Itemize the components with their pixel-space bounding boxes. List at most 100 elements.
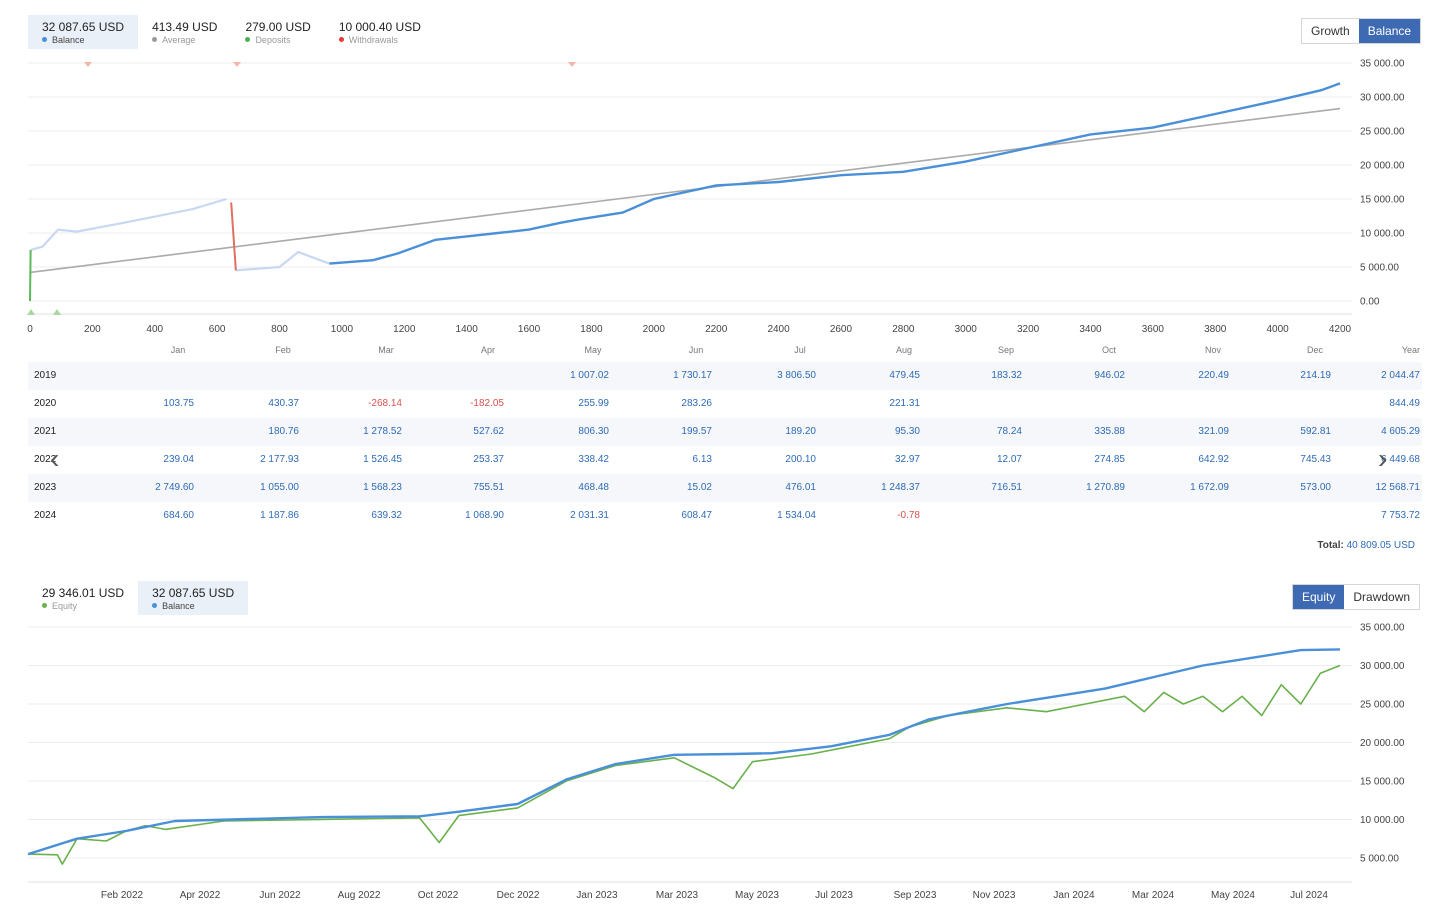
- x-tick-label: Mar 2024: [1132, 890, 1175, 901]
- month-value: 78.24: [996, 426, 1022, 437]
- month-value: 220.49: [1198, 370, 1229, 381]
- x-tick-label: 2800: [892, 324, 915, 335]
- x-tick-label: 1200: [393, 324, 416, 335]
- x-tick-label: Dec 2022: [497, 890, 540, 901]
- table-row: 2019 1 007.02 1 730.17 3 806.50 479.45 183.32…: [28, 362, 1422, 390]
- month-value: 946.02: [1094, 370, 1125, 381]
- month-value: 338.42: [578, 454, 609, 465]
- withdrawal-marker-icon[interactable]: [84, 62, 92, 67]
- x-tick-label: 3400: [1079, 324, 1102, 335]
- stat-value: 10 000.40 USD: [338, 20, 421, 34]
- month-value: 639.32: [371, 510, 402, 521]
- withdrawal-marker-icon[interactable]: [233, 62, 241, 67]
- top-stat-average[interactable]: 413.49 USD Average: [138, 15, 231, 49]
- month-value: 716.51: [991, 482, 1022, 493]
- month-value: 239.04: [163, 454, 194, 465]
- deposit-marker-icon[interactable]: [27, 309, 35, 315]
- month-value: 95.30: [894, 426, 920, 437]
- month-value: 180.76: [268, 426, 299, 437]
- withdrawal-marker-icon[interactable]: [568, 62, 576, 67]
- x-tick-label: Feb 2022: [101, 890, 144, 901]
- column-header: Jul: [794, 345, 806, 355]
- x-tick-label: 400: [146, 324, 163, 335]
- y-tick-label: 10 000.00: [1360, 229, 1405, 240]
- x-tick-label: May 2023: [735, 890, 779, 901]
- balance-line-faded: [30, 197, 227, 252]
- legend-dot-icon: [42, 603, 47, 608]
- bottom-stat-equity[interactable]: 29 346.01 USD Equity: [28, 581, 138, 615]
- month-value: 844.49: [1389, 398, 1420, 409]
- growth-button[interactable]: Growth: [1302, 19, 1359, 43]
- month-value: 221.31: [889, 398, 920, 409]
- column-header: Sep: [997, 345, 1014, 355]
- stat-label: Balance: [152, 601, 234, 612]
- column-header: Apr: [480, 345, 495, 355]
- top-legend: 32 087.65 USD Balance 413.49 USD Average 279…: [28, 15, 435, 49]
- month-value: 1 068.90: [465, 510, 504, 521]
- drawdown-button[interactable]: Drawdown: [1344, 585, 1420, 609]
- table-header-row: Jan Feb Mar Apr May Jun Jul Aug Sep Oct Nov Dec Year: [28, 340, 1422, 362]
- y-tick-label: 30 000.00: [1360, 661, 1405, 672]
- legend-dot-icon: [152, 603, 158, 608]
- top-stat-deposits[interactable]: 279.00 USD Deposits: [231, 15, 324, 49]
- x-tick-label: 3600: [1142, 324, 1165, 335]
- column-header: Dec: [1306, 345, 1323, 355]
- column-header: Year: [1401, 345, 1420, 355]
- deposit-segment: [29, 249, 32, 302]
- y-tick-label: 30 000.00: [1360, 93, 1405, 104]
- month-value: 103.75: [163, 398, 194, 409]
- monthly-returns-table: Jan Feb Mar Apr May Jun Jul Aug Sep Oct Nov Dec Year…: [28, 340, 1422, 530]
- stat-label-text: Balance: [162, 601, 195, 611]
- month-value: 189.20: [785, 426, 816, 437]
- balance-button[interactable]: Balance: [1358, 19, 1421, 43]
- row-year: 2022: [34, 454, 57, 465]
- x-tick-label: Sep 2023: [894, 890, 937, 901]
- month-value: 15.02: [686, 482, 712, 493]
- chevron-right-icon[interactable]: ›: [1378, 443, 1388, 474]
- x-tick-label: Nov 2023: [973, 890, 1016, 901]
- month-value: 3 806.50: [777, 370, 816, 381]
- equity-button[interactable]: Equity: [1293, 585, 1345, 609]
- row-year: 2019: [34, 370, 57, 381]
- column-header: Aug: [895, 345, 912, 355]
- top-stat-balance[interactable]: 32 087.65 USD Balance: [28, 15, 139, 49]
- column-header: Jun: [688, 345, 704, 355]
- x-tick-label: Jul 2024: [1290, 890, 1328, 901]
- month-value: 255.99: [578, 398, 609, 409]
- y-tick-label: 25 000.00: [1360, 127, 1405, 138]
- stat-value: 413.49 USD: [152, 20, 218, 34]
- y-tick-label: 35 000.00: [1360, 59, 1405, 70]
- balance-line: [329, 82, 1341, 265]
- stat-label: Balance: [42, 35, 124, 46]
- month-value: 6 449.68: [1381, 454, 1420, 465]
- stat-label-text: Balance: [52, 35, 85, 45]
- month-value: 12 568.71: [1375, 482, 1421, 493]
- column-header: Jan: [170, 345, 186, 355]
- month-value: 592.81: [1300, 426, 1331, 437]
- y-tick-label: 10 000.00: [1360, 815, 1405, 826]
- month-value: 642.92: [1198, 454, 1229, 465]
- x-tick-label: 4000: [1266, 324, 1289, 335]
- trend-line: [29, 107, 1341, 274]
- x-tick-label: Jun 2022: [259, 890, 301, 901]
- month-value: 1 248.37: [881, 482, 920, 493]
- month-value: 12.07: [996, 454, 1022, 465]
- balance-line: [27, 648, 1341, 856]
- month-value: 2 749.60: [155, 482, 194, 493]
- x-tick-label: Mar 2023: [656, 890, 699, 901]
- month-value: -182.05: [470, 398, 504, 409]
- month-value: 476.01: [785, 482, 816, 493]
- month-value: 684.60: [163, 510, 194, 521]
- total-label: Total:: [1317, 540, 1344, 551]
- table-row: 2020 103.75 430.37 -268.14 -182.05 255.99 283.…: [28, 390, 1422, 418]
- deposit-marker-icon[interactable]: [53, 309, 61, 315]
- top-stat-withdrawals[interactable]: 10 000.40 USD Withdrawals: [325, 15, 435, 49]
- x-tick-label: 2600: [830, 324, 853, 335]
- x-tick-label: 3200: [1017, 324, 1040, 335]
- column-header: Mar: [378, 345, 394, 355]
- x-tick-label: 3800: [1204, 324, 1227, 335]
- stat-label-text: Equity: [52, 601, 78, 611]
- bottom-stat-balance[interactable]: 32 087.65 USD Balance: [138, 581, 249, 615]
- y-tick-label: 35 000.00: [1360, 623, 1405, 634]
- chevron-left-icon[interactable]: ‹: [50, 443, 60, 474]
